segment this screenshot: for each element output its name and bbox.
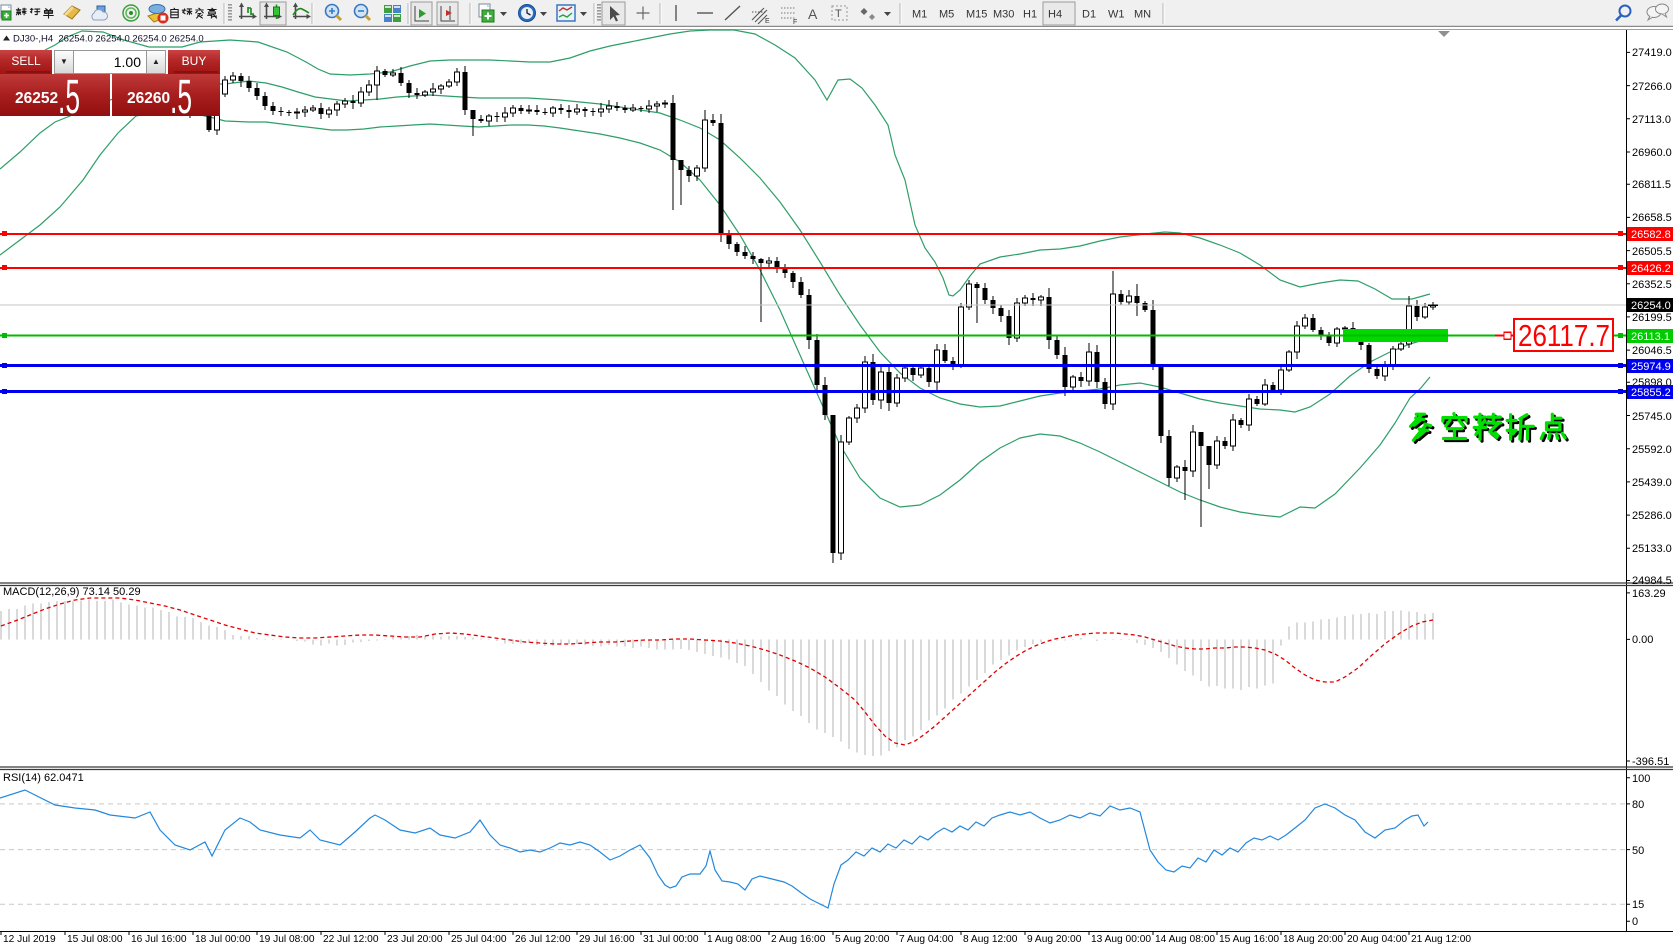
svg-text:26113.1: 26113.1 xyxy=(1631,331,1670,343)
svg-text:DJ30-,H4 26254.0 26254.0 2625: DJ30-,H4 26254.0 26254.0 26254.0 26254.0 xyxy=(13,34,204,45)
svg-text:25745.0: 25745.0 xyxy=(1632,411,1672,423)
svg-text:M15: M15 xyxy=(966,9,987,21)
svg-text:8 Aug 12:00: 8 Aug 12:00 xyxy=(963,934,1018,945)
svg-text:29 Jul 16:00: 29 Jul 16:00 xyxy=(579,934,635,945)
svg-text:25 Jul 04:00: 25 Jul 04:00 xyxy=(451,934,507,945)
svg-text:25974.9: 25974.9 xyxy=(1631,361,1671,373)
svg-text:M1: M1 xyxy=(912,9,927,21)
svg-text:27419.0: 27419.0 xyxy=(1632,47,1672,59)
svg-text:MN: MN xyxy=(1134,9,1151,21)
svg-text:A: A xyxy=(808,6,818,22)
svg-text:0.00: 0.00 xyxy=(1632,634,1653,646)
svg-text:163.29: 163.29 xyxy=(1632,588,1666,600)
svg-text:F: F xyxy=(793,19,797,26)
svg-text:12 Jul 2019: 12 Jul 2019 xyxy=(3,934,56,945)
svg-text:18 Aug 20:00: 18 Aug 20:00 xyxy=(1283,934,1343,945)
svg-text:25439.0: 25439.0 xyxy=(1632,477,1672,489)
svg-text:RSI(14) 62.0471: RSI(14) 62.0471 xyxy=(3,772,84,784)
svg-text:26658.5: 26658.5 xyxy=(1632,212,1672,224)
svg-text:M5: M5 xyxy=(939,9,954,21)
svg-text:26117.7: 26117.7 xyxy=(1518,318,1610,353)
svg-text:19 Jul 08:00: 19 Jul 08:00 xyxy=(259,934,315,945)
svg-text:50: 50 xyxy=(1632,845,1644,857)
svg-text:80: 80 xyxy=(1632,799,1644,811)
svg-text:13 Aug 00:00: 13 Aug 00:00 xyxy=(1091,934,1151,945)
svg-text:26046.5: 26046.5 xyxy=(1632,345,1672,357)
svg-text:27266.0: 27266.0 xyxy=(1632,81,1672,93)
svg-text:H1: H1 xyxy=(1023,9,1037,21)
svg-text:25855.2: 25855.2 xyxy=(1631,387,1671,399)
svg-text:15 Aug 16:00: 15 Aug 16:00 xyxy=(1219,934,1279,945)
svg-text:26254.0: 26254.0 xyxy=(1631,300,1671,312)
svg-text:26811.5: 26811.5 xyxy=(1632,179,1671,191)
svg-text:-396.51: -396.51 xyxy=(1632,756,1669,768)
svg-text:26 Jul 12:00: 26 Jul 12:00 xyxy=(515,934,571,945)
svg-text:T: T xyxy=(835,8,842,20)
svg-text:7 Aug 04:00: 7 Aug 04:00 xyxy=(899,934,954,945)
svg-text:21 Aug 12:00: 21 Aug 12:00 xyxy=(1411,934,1471,945)
svg-text:D1: D1 xyxy=(1082,9,1096,21)
svg-text:26199.5: 26199.5 xyxy=(1632,312,1672,324)
svg-text:25133.0: 25133.0 xyxy=(1632,543,1672,555)
svg-text:100: 100 xyxy=(1632,773,1650,785)
svg-text:W1: W1 xyxy=(1108,9,1125,21)
svg-text:24984.5: 24984.5 xyxy=(1632,575,1672,587)
svg-text:25592.0: 25592.0 xyxy=(1632,444,1672,456)
svg-text:5 Aug 20:00: 5 Aug 20:00 xyxy=(835,934,890,945)
svg-text:25286.0: 25286.0 xyxy=(1632,510,1672,522)
svg-text:26352.5: 26352.5 xyxy=(1632,279,1672,291)
svg-text:22 Jul 12:00: 22 Jul 12:00 xyxy=(323,934,379,945)
svg-text:15 Jul 08:00: 15 Jul 08:00 xyxy=(67,934,123,945)
svg-text:16 Jul 16:00: 16 Jul 16:00 xyxy=(131,934,187,945)
svg-text:9 Aug 20:00: 9 Aug 20:00 xyxy=(1027,934,1082,945)
svg-text:E: E xyxy=(765,18,770,25)
svg-text:M30: M30 xyxy=(993,9,1014,21)
svg-text:2 Aug 16:00: 2 Aug 16:00 xyxy=(771,934,826,945)
svg-text:15: 15 xyxy=(1632,899,1644,911)
svg-text:H4: H4 xyxy=(1048,9,1062,21)
svg-text:0: 0 xyxy=(1632,916,1638,928)
svg-text:31 Jul 00:00: 31 Jul 00:00 xyxy=(643,934,699,945)
svg-text:1 Aug 08:00: 1 Aug 08:00 xyxy=(707,934,762,945)
svg-text:14 Aug 08:00: 14 Aug 08:00 xyxy=(1155,934,1215,945)
svg-text:26505.5: 26505.5 xyxy=(1632,246,1672,258)
svg-text:18 Jul 00:00: 18 Jul 00:00 xyxy=(195,934,251,945)
svg-text:26426.2: 26426.2 xyxy=(1631,263,1671,275)
svg-text:23 Jul 20:00: 23 Jul 20:00 xyxy=(387,934,443,945)
svg-text:26582.8: 26582.8 xyxy=(1631,229,1671,241)
svg-text:MACD(12,26,9) 73.14 50.29: MACD(12,26,9) 73.14 50.29 xyxy=(3,586,141,598)
svg-text:27113.0: 27113.0 xyxy=(1632,114,1671,126)
svg-text:26960.0: 26960.0 xyxy=(1632,147,1672,159)
svg-text:20 Aug 04:00: 20 Aug 04:00 xyxy=(1347,934,1407,945)
